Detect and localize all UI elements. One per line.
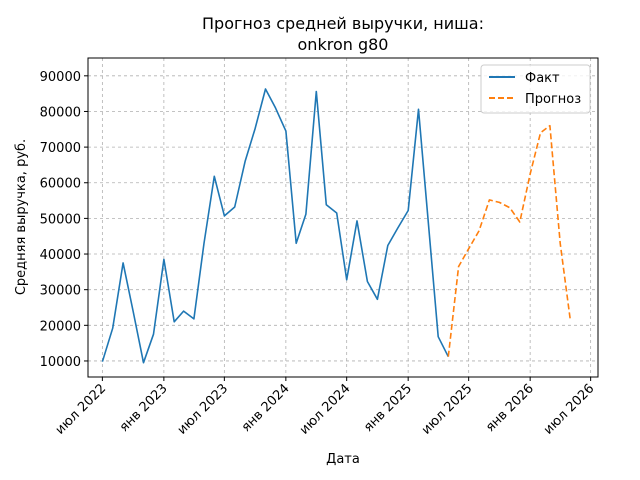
y-tick-label: 70000 <box>40 141 81 156</box>
x-tick-label: июл 2025 <box>419 381 476 438</box>
legend: Факт Прогноз <box>480 64 591 114</box>
y-tick-label: 20000 <box>40 319 81 334</box>
x-tick-label: янв 2025 <box>361 381 415 435</box>
series-line-fact <box>101 88 450 364</box>
legend-label-forecast: Прогноз <box>525 92 581 107</box>
y-tick-label: 50000 <box>40 212 81 227</box>
y-tick-label: 60000 <box>40 177 81 192</box>
y-axis-label: Средняя выручка, руб. <box>14 139 29 295</box>
y-tick-label: 80000 <box>40 105 81 120</box>
x-tick-label: янв 2023 <box>117 381 171 435</box>
y-tick-label: 90000 <box>40 70 81 85</box>
x-axis-ticks: июл 2022 янв 2023 июл 2023 янв 2024 июл 2024… <box>53 377 598 438</box>
chart-title-line1: Прогноз средней выручки, ниша: <box>202 14 484 33</box>
x-tick-label: янв 2024 <box>239 381 293 435</box>
x-tick-label: июл 2024 <box>297 381 354 438</box>
x-tick-label: июл 2022 <box>53 381 110 438</box>
plot-frame <box>87 57 599 378</box>
series-lines <box>101 88 572 364</box>
x-tick-label: июл 2026 <box>541 381 598 438</box>
series-line-forecast <box>447 124 572 357</box>
y-tick-label: 10000 <box>40 355 81 370</box>
chart-title-line2: onkron g80 <box>298 35 389 54</box>
y-axis-ticks: 10000 20000 30000 40000 50000 60000 70000 80000… <box>40 70 88 370</box>
y-tick-label: 30000 <box>40 284 81 299</box>
y-tick-label: 40000 <box>40 248 81 263</box>
legend-label-fact: Факт <box>525 71 560 86</box>
x-tick-label: июл 2023 <box>175 381 232 438</box>
x-tick-label: янв 2026 <box>483 381 537 435</box>
x-axis-label: Дата <box>326 452 360 467</box>
